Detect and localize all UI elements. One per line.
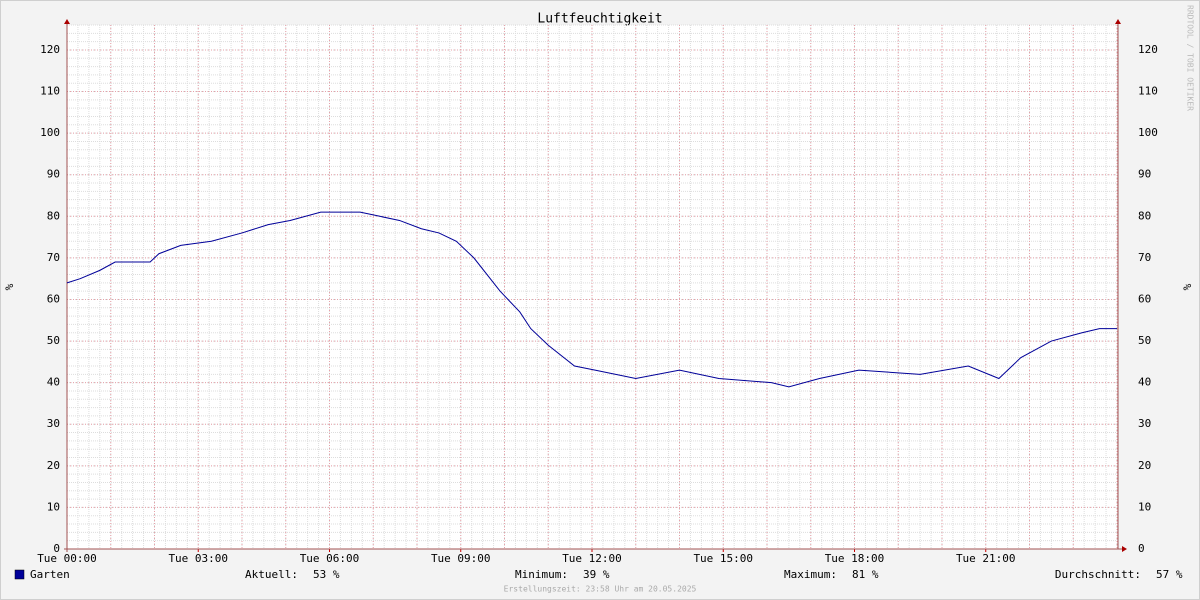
- y-tick-label: 110: [40, 85, 60, 98]
- x-tick-label: Tue 18:00: [825, 552, 885, 565]
- y-tick-label: 10: [47, 500, 60, 513]
- y-tick-label: 110: [1138, 85, 1158, 98]
- legend-swatch: [14, 569, 25, 580]
- axis-arrow: [1115, 19, 1121, 24]
- stat-name: Aktuell:: [245, 568, 298, 581]
- y-tick-label: 30: [47, 417, 60, 430]
- x-tick-label: Tue 09:00: [431, 552, 491, 565]
- y-tick-label: 30: [1138, 417, 1151, 430]
- stat-value: 39 %: [583, 568, 610, 581]
- y-tick-label: 40: [1138, 376, 1151, 389]
- y-tick-label: 0: [53, 542, 60, 555]
- stat-name: Durchschnitt:: [1055, 568, 1141, 581]
- y-tick-label: 60: [1138, 292, 1151, 305]
- legend-label: Garten: [30, 568, 70, 581]
- y-tick-label: 100: [40, 126, 60, 139]
- y-tick-label: 120: [40, 43, 60, 56]
- stat-value: 81 %: [852, 568, 879, 581]
- footer: Erstellungszeit: 23:58 Uhr am 20.05.2025: [504, 585, 697, 594]
- y-tick-label: 50: [1138, 334, 1151, 347]
- x-tick-label: Tue 03:00: [168, 552, 228, 565]
- y-tick-label: 20: [1138, 459, 1151, 472]
- x-tick-label: Tue 06:00: [300, 552, 360, 565]
- x-tick-label: Tue 00:00: [37, 552, 97, 565]
- axis-arrow: [64, 19, 70, 24]
- y-tick-label: 20: [47, 459, 60, 472]
- watermark: RRDTOOL / TOBI OETIKER: [1186, 5, 1195, 111]
- y-tick-label: 0: [1138, 542, 1145, 555]
- axis-arrow: [1122, 546, 1127, 552]
- y-tick-label: 70: [1138, 251, 1151, 264]
- stat-name: Maximum:: [784, 568, 837, 581]
- y-tick-label: 80: [47, 209, 60, 222]
- y-tick-label: 90: [1138, 168, 1151, 181]
- y-tick-label: 70: [47, 251, 60, 264]
- data-line: [66, 211, 1117, 388]
- x-tick-label: Tue 15:00: [693, 552, 753, 565]
- y-tick-label: 100: [1138, 126, 1158, 139]
- y-tick-label: 10: [1138, 500, 1151, 513]
- x-tick-label: Tue 21:00: [956, 552, 1016, 565]
- chart-title: Luftfeuchtigkeit: [537, 12, 662, 27]
- stat-value: 57 %: [1156, 568, 1183, 581]
- y-tick-label: 40: [47, 376, 60, 389]
- x-tick-label: Tue 12:00: [562, 552, 622, 565]
- y-tick-label: 60: [47, 292, 60, 305]
- y-tick-label: 50: [47, 334, 60, 347]
- y-axis-label: %: [3, 283, 16, 290]
- stat-name: Minimum:: [515, 568, 568, 581]
- stat-value: 53 %: [313, 568, 340, 581]
- y-tick-label: 120: [1138, 43, 1158, 56]
- grid: [66, 24, 1118, 550]
- y-axis-label: %: [1181, 283, 1194, 290]
- y-tick-label: 90: [47, 168, 60, 181]
- y-tick-label: 80: [1138, 209, 1151, 222]
